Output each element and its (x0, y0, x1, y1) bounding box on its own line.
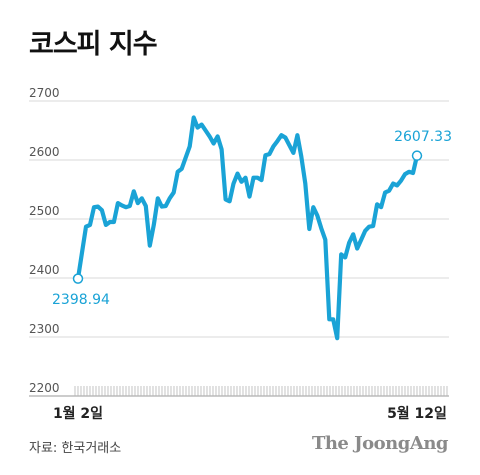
start-value-label: 2398.94 (52, 292, 110, 308)
y-tick-label: 2400 (29, 263, 60, 277)
y-tick-label: 2200 (29, 381, 60, 395)
x-axis-tick-labels: 1월 2일 5월 12일 (53, 405, 447, 422)
start-point-marker (72, 273, 84, 284)
source-note: 자료: 한국거래소 (29, 441, 122, 456)
y-tick-label: 2300 (29, 322, 60, 336)
brand-logo: The JoongAng (311, 433, 449, 454)
chart-title: 코스피 지수 (29, 29, 158, 60)
end-point-marker (411, 150, 423, 161)
x-tick-label-start: 1월 2일 (53, 405, 103, 422)
gridlines (29, 100, 449, 397)
annotations: 2398.94 2607.33 (52, 129, 452, 308)
y-tick-label: 2700 (29, 86, 60, 100)
end-value-label: 2607.33 (394, 129, 452, 145)
y-tick-label: 2500 (29, 204, 60, 218)
series-layer (75, 115, 420, 341)
x-tick-label-end: 5월 12일 (387, 405, 447, 422)
series-line (75, 115, 420, 341)
y-axis-tick-labels: 2200 2300 2400 2500 2600 2700 (29, 86, 60, 395)
x-axis-tick-marks (74, 386, 448, 396)
y-tick-label: 2600 (29, 145, 60, 159)
